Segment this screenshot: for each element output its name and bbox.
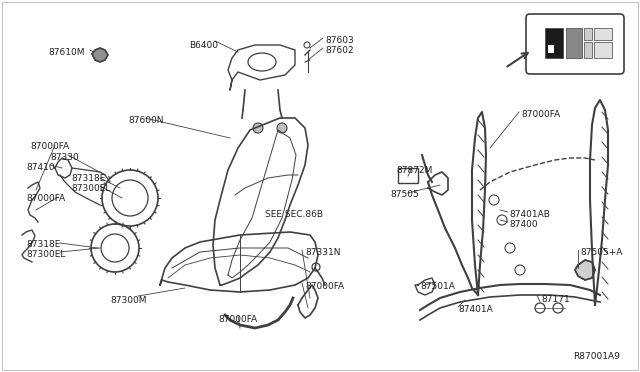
Circle shape — [505, 243, 515, 253]
Text: 87171: 87171 — [541, 295, 570, 304]
Text: 87000FA: 87000FA — [305, 282, 344, 291]
Text: SEE SEC.86B: SEE SEC.86B — [265, 210, 323, 219]
Text: 87000FA: 87000FA — [218, 315, 257, 324]
Bar — [584, 28, 592, 40]
Text: 87000FA: 87000FA — [521, 110, 560, 119]
Text: 87000FA: 87000FA — [30, 142, 69, 151]
Text: 87331N: 87331N — [305, 248, 340, 257]
Text: 87600N: 87600N — [128, 116, 163, 125]
Text: 87300EL: 87300EL — [26, 250, 65, 259]
Text: 87318E: 87318E — [26, 240, 60, 249]
Bar — [594, 28, 612, 40]
Circle shape — [277, 123, 287, 133]
Bar — [398, 168, 418, 183]
Bar — [548, 45, 554, 53]
Bar — [594, 42, 612, 58]
Text: 87400: 87400 — [509, 220, 538, 229]
Circle shape — [489, 195, 499, 205]
Bar — [545, 28, 563, 58]
Polygon shape — [575, 260, 595, 280]
Text: 87410: 87410 — [26, 163, 54, 172]
Bar — [566, 28, 582, 58]
Text: 87401A: 87401A — [458, 305, 493, 314]
Text: 87505+A: 87505+A — [580, 248, 622, 257]
Text: B6400: B6400 — [189, 41, 218, 50]
Text: 87330: 87330 — [50, 153, 79, 162]
Text: 87300EL: 87300EL — [71, 184, 110, 193]
Circle shape — [253, 123, 263, 133]
Text: 87000FA: 87000FA — [26, 194, 65, 203]
Text: 87610M: 87610M — [48, 48, 84, 57]
Bar — [584, 42, 592, 58]
Text: R87001A9: R87001A9 — [573, 352, 620, 361]
Text: 87872M: 87872M — [396, 166, 433, 175]
Circle shape — [497, 215, 507, 225]
Text: 87300M: 87300M — [110, 296, 147, 305]
Text: 87603: 87603 — [325, 36, 354, 45]
Circle shape — [515, 265, 525, 275]
Text: 87602: 87602 — [325, 46, 354, 55]
Text: 87401AB: 87401AB — [509, 210, 550, 219]
Text: 87501A: 87501A — [420, 282, 455, 291]
Text: 87505: 87505 — [390, 190, 419, 199]
Text: 87318E: 87318E — [71, 174, 106, 183]
Polygon shape — [92, 48, 108, 62]
FancyBboxPatch shape — [526, 14, 624, 74]
